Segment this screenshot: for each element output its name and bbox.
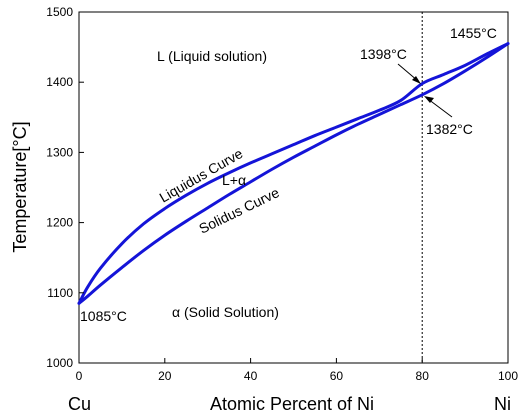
x-axis-title: Atomic Percent of Ni <box>210 394 374 414</box>
x-tick-label: 60 <box>330 369 344 383</box>
annotation-1455: 1455°C <box>450 25 497 41</box>
x-axis-right-label: Ni <box>494 394 511 414</box>
solidus-curve-label: Solidus Curve <box>196 184 282 237</box>
y-tick-label: 1300 <box>46 145 73 159</box>
annotation-1382: 1382°C <box>426 121 473 137</box>
annotation-1085: 1085°C <box>80 308 127 324</box>
region-label-two-phase: L+α <box>222 172 246 188</box>
x-tick-label: 40 <box>244 369 258 383</box>
solidus-curve <box>77 42 510 305</box>
y-tick-label: 1400 <box>46 75 73 89</box>
y-tick-label: 1200 <box>46 216 73 230</box>
region-label-solid: α (Solid Solution) <box>172 304 279 320</box>
x-tick-label: 0 <box>76 369 83 383</box>
y-tick-label: 1500 <box>46 5 73 19</box>
arrow-1398 <box>397 63 421 84</box>
y-axis-ticks: 1000 1100 1200 1300 1400 1500 <box>46 5 84 370</box>
x-tick-label: 20 <box>158 369 172 383</box>
plot-frame <box>78 11 509 364</box>
x-tick-label: 100 <box>498 369 518 383</box>
y-tick-label: 1100 <box>47 286 73 300</box>
x-tick-label: 80 <box>416 369 430 383</box>
liquidus-curve <box>77 42 510 305</box>
x-axis-left-label: Cu <box>68 394 91 414</box>
region-label-liquid: L (Liquid solution) <box>157 48 267 64</box>
y-axis-title: Temperature[°C] <box>10 121 30 252</box>
arrow-1382 <box>424 96 453 118</box>
annotation-1398: 1398°C <box>360 46 407 62</box>
y-tick-label: 1000 <box>46 356 73 370</box>
x-axis-ticks: 0 20 40 60 80 100 <box>76 358 518 383</box>
